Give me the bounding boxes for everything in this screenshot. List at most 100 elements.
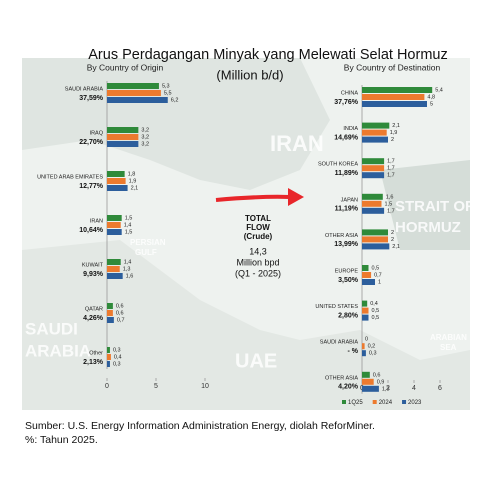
category-label: IRAQ (90, 130, 104, 136)
category-share: 37,76% (334, 99, 359, 106)
value-label: 0,4 (370, 301, 378, 307)
value-label: 0,5 (372, 315, 380, 321)
bar (107, 178, 126, 184)
footer-source: Sumber: U.S. Energy Information Administ… (25, 420, 375, 432)
bar (362, 122, 390, 129)
note-unit: Million bpd (236, 257, 279, 267)
value-label: 2 (391, 237, 394, 243)
bar (362, 101, 427, 107)
value-label: 3,2 (141, 134, 149, 140)
map-label: IRAN (270, 131, 324, 156)
value-label: 4,8 (427, 94, 435, 100)
value-label: 5,3 (162, 83, 170, 89)
value-label: 1,7 (387, 173, 395, 179)
x-tick-label: 2 (386, 385, 390, 392)
category-share: 14,69% (334, 134, 359, 141)
value-label: 1,8 (128, 171, 136, 177)
category-share: 22,70% (79, 139, 104, 146)
map-label: GULF (135, 248, 157, 257)
value-label: 1 (378, 279, 381, 285)
title: Arus Perdagangan Minyak yang Melewati Se… (88, 47, 447, 63)
category-label: OTHER ASIA (325, 233, 358, 239)
arrow-head (288, 188, 304, 206)
value-label: 2,1 (392, 123, 400, 129)
bar (107, 273, 123, 279)
bar (362, 243, 390, 250)
bar (362, 265, 369, 271)
infographic: Arus Perdagangan Minyak yang Melewati Se… (22, 46, 474, 410)
category-share: 13,99% (334, 241, 359, 248)
map-label: SAUDI (25, 319, 78, 338)
bar (362, 307, 369, 314)
x-tick-label: 10 (201, 383, 209, 390)
map-labels: IRAN STRAIT OF HORMUZ PERSIAN GULF UAE S… (25, 131, 474, 372)
value-label: 1,3 (382, 386, 390, 392)
category-label: OTHER ASIA (325, 375, 358, 381)
category-share: 3,50% (338, 277, 359, 284)
bar (107, 354, 111, 360)
value-label: 1,9 (129, 178, 137, 184)
legend-label: 2024 (379, 400, 393, 406)
category-label: INDIA (343, 126, 358, 132)
map-label: STRAIT OF (395, 198, 474, 215)
category-label: SAUDI ARABIA (65, 86, 104, 92)
category-share: 11,89% (335, 170, 359, 177)
footer-note: %: Tahun 2025. (25, 434, 98, 446)
value-label: 1,5 (385, 201, 393, 207)
category-label: CHINA (341, 90, 358, 96)
bar (362, 200, 382, 207)
bar (362, 94, 425, 100)
value-label: 1,6 (386, 194, 394, 200)
bar (362, 371, 370, 378)
value-label: 2,1 (392, 244, 400, 250)
map-land (22, 58, 330, 190)
bar (107, 317, 114, 323)
note-heading: TOTAL (245, 214, 271, 223)
value-label: 1,4 (124, 259, 132, 265)
category-label: QATAR (85, 306, 103, 312)
bar (362, 279, 375, 285)
value-label: 1,9 (390, 130, 398, 136)
value-label: 5,4 (435, 87, 443, 93)
bar (362, 300, 368, 307)
value-label: 0,5 (372, 308, 380, 314)
value-label: 1,7 (387, 159, 395, 165)
category-share: 11,19% (335, 206, 359, 213)
value-label: 0,5 (372, 265, 380, 271)
map-label: PERSIAN (130, 238, 166, 247)
bar (362, 378, 374, 385)
map-land (22, 240, 470, 410)
value-label: 0,2 (368, 344, 376, 350)
value-label: 0 (365, 337, 368, 343)
category-share: 2,80% (338, 312, 359, 319)
bar (107, 171, 125, 177)
map-label: ARABIAN (430, 333, 467, 342)
bar (107, 97, 168, 103)
x-tick-label: 6 (438, 385, 442, 392)
value-label: 1,3 (123, 266, 131, 272)
x-tick-label: 4 (412, 385, 416, 392)
value-label: 0,4 (114, 354, 122, 360)
value-label: 3,2 (141, 127, 149, 133)
bar (107, 266, 120, 272)
bar (362, 236, 388, 243)
bar (107, 310, 113, 316)
value-label: 1,5 (125, 229, 133, 235)
bar (107, 185, 128, 191)
chart-title: By Country of Destination (344, 62, 441, 72)
value-label: 1,6 (126, 273, 134, 279)
bar (362, 350, 366, 357)
value-label: 0,3 (113, 347, 121, 353)
value-label: 2 (391, 137, 394, 143)
chart-title: By Country of Origin (87, 62, 164, 72)
category-label: IRAN (90, 218, 103, 224)
value-label: 1,4 (124, 222, 132, 228)
note-heading: FLOW (246, 223, 270, 232)
category-share: 37,59% (79, 95, 104, 102)
arrow (215, 194, 291, 202)
x-tick-label: 5 (154, 383, 158, 390)
bar (362, 165, 385, 172)
category-label: KUWAIT (82, 262, 104, 268)
legend-swatch (372, 400, 377, 404)
bar (107, 134, 139, 140)
